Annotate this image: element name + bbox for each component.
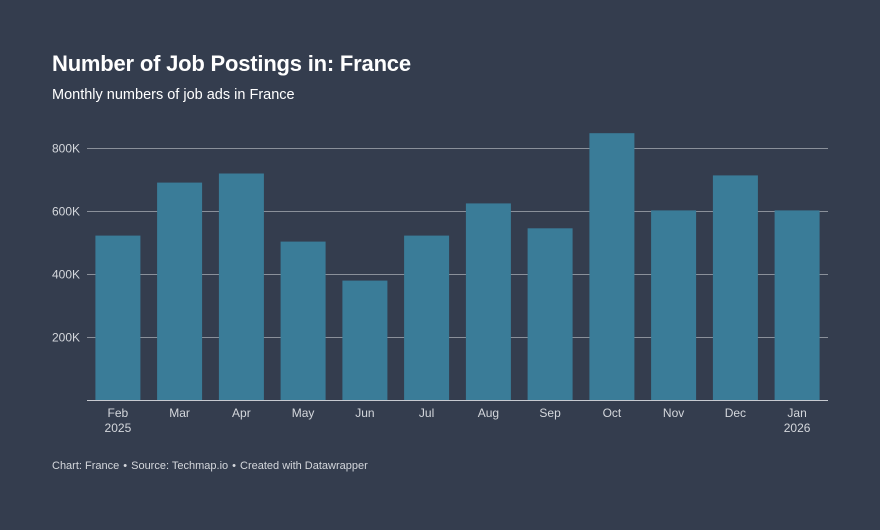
footer-chart-label: Chart: France (52, 460, 120, 472)
bar-jul (404, 235, 450, 400)
bar-feb (95, 235, 141, 400)
x-tick-label: Sep (539, 406, 561, 420)
bar-nov (651, 210, 697, 400)
y-tick-label: 400K (52, 268, 80, 282)
x-tick-label: Jul (419, 406, 434, 420)
x-tick-label: Jan (787, 406, 806, 420)
footer-credit-label: Created with Datawrapper (240, 460, 368, 472)
bar-may (280, 241, 326, 400)
bar-oct (589, 133, 635, 400)
bar-jun (342, 280, 388, 400)
x-tick-label: Feb (108, 406, 129, 420)
x-tick-year-label: 2026 (784, 421, 811, 435)
x-tick-year-label: 2025 (105, 421, 132, 435)
x-tick-label: Aug (478, 406, 499, 420)
x-tick-label: Jun (355, 406, 374, 420)
chart-footer: Chart: France • Source: Techmap.io • Created… (52, 460, 368, 472)
chart-title: Number of Job Postings in: France (52, 51, 411, 76)
x-tick-label: Mar (169, 406, 190, 420)
chart-subtitle: Monthly numbers of job ads in France (52, 87, 295, 103)
bar-sep (527, 228, 573, 400)
footer-source-label: Source: Techmap.io (131, 460, 229, 472)
bar-dec (712, 175, 758, 400)
bar-apr (218, 173, 264, 400)
x-tick-label: Nov (663, 406, 684, 420)
y-tick-label: 800K (52, 142, 80, 156)
footer-separator: • (123, 460, 128, 472)
x-tick-label: May (292, 406, 315, 420)
y-tick-label: 200K (52, 331, 80, 345)
bar-aug (465, 203, 511, 400)
y-tick-label: 600K (52, 205, 80, 219)
x-tick-label: Apr (232, 406, 251, 420)
bar-jan (774, 210, 820, 400)
x-tick-label: Dec (725, 406, 746, 420)
bar-mar (157, 182, 203, 400)
x-tick-label: Oct (603, 406, 622, 420)
footer-separator: • (232, 460, 236, 472)
